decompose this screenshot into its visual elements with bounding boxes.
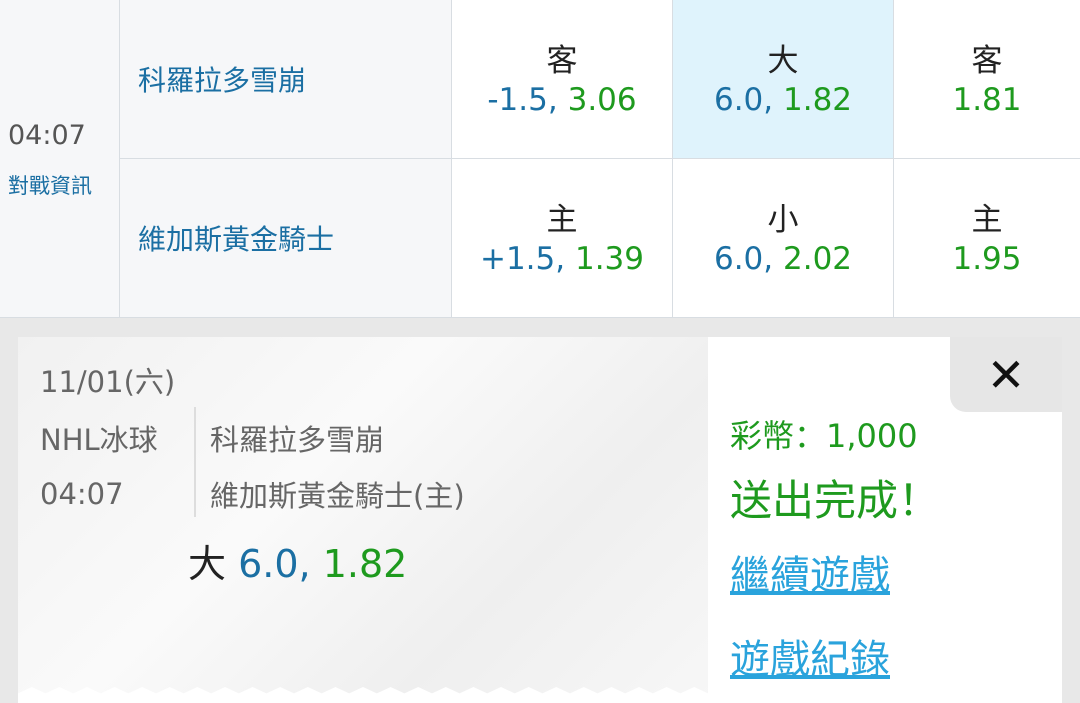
receipt-away-team: 科羅拉多雪崩 — [210, 423, 385, 457]
odds-value: 1.82 — [783, 82, 853, 118]
odds-label: 客 — [546, 43, 578, 79]
pick-odds: 1.82 — [322, 542, 408, 586]
submit-status: 送出完成！ — [730, 476, 941, 525]
odds-handicap-home[interactable]: 主 +1.5, 1.39 — [452, 159, 673, 318]
odds-line: -1.5 — [487, 82, 548, 118]
odds-label: 小 — [767, 202, 799, 238]
odds-value: 1.81 — [952, 82, 1022, 118]
team-away: 科羅拉多雪崩 — [120, 0, 452, 159]
match-odds-table: 04:07 對戰資訊 科羅拉多雪崩 維加斯黃金騎士 客 -1.5, 3.06 大… — [0, 0, 1080, 318]
receipt-date: 11/01(六) — [40, 365, 176, 399]
receipt-home-team: 維加斯黃金騎士(主) — [210, 479, 465, 513]
continue-game-link[interactable]: 繼續遊戲 — [730, 553, 890, 599]
receipt-pick: 大 6.0, 1.82 — [188, 533, 407, 588]
odds-total-under[interactable]: 小 6.0, 2.02 — [673, 159, 894, 318]
match-info-link[interactable]: 對戰資訊 — [8, 174, 92, 198]
bet-ticket: 11/01(六) NHL冰球 04:07 科羅拉多雪崩 維加斯黃金騎士(主) 大… — [18, 337, 708, 703]
odds-value: 3.06 — [567, 82, 637, 118]
divider — [194, 407, 196, 517]
odds-line: 6.0 — [713, 241, 764, 277]
bet-confirmation-card: 11/01(六) NHL冰球 04:07 科羅拉多雪崩 維加斯黃金騎士(主) 大… — [18, 337, 1062, 703]
ticket-zigzag-edge — [18, 687, 708, 703]
receipt-time: 04:07 — [40, 477, 124, 511]
odds-value: 1.39 — [574, 241, 645, 277]
team-home: 維加斯黃金騎士 — [120, 159, 452, 318]
close-button[interactable]: ✕ — [950, 337, 1062, 412]
odds-handicap-away[interactable]: 客 -1.5, 3.06 — [452, 0, 673, 159]
receipt-league: NHL冰球 — [40, 423, 158, 457]
odds-line: +1.5 — [479, 241, 556, 277]
odds-value: 1.95 — [952, 241, 1022, 277]
stake-amount: 彩幣：1,000 — [730, 417, 918, 455]
odds-label: 主 — [971, 202, 1003, 238]
odds-value: 2.02 — [783, 241, 853, 277]
odds-moneyline-away[interactable]: 客 1.81 — [894, 0, 1080, 159]
close-icon: ✕ — [986, 347, 1026, 402]
odds-moneyline-home[interactable]: 主 1.95 — [894, 159, 1080, 318]
pick-label: 大 — [188, 542, 227, 586]
odds-label: 大 — [767, 43, 799, 79]
game-history-link[interactable]: 遊戲紀錄 — [730, 637, 890, 683]
odds-label: 客 — [971, 43, 1003, 79]
odds-total-over[interactable]: 大 6.0, 1.82 — [673, 0, 894, 159]
match-time: 04:07 — [8, 120, 86, 151]
odds-line: 6.0 — [713, 82, 764, 118]
match-time-cell: 04:07 對戰資訊 — [0, 0, 120, 318]
pick-line: 6.0, — [238, 542, 311, 586]
odds-label: 主 — [546, 202, 578, 238]
